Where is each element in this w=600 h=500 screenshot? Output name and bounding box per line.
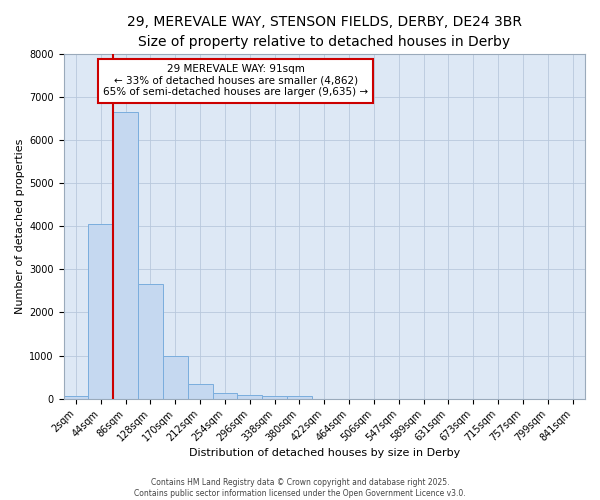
Text: Contains HM Land Registry data © Crown copyright and database right 2025.
Contai: Contains HM Land Registry data © Crown c…	[134, 478, 466, 498]
Bar	[113, 112, 138, 399]
Bar	[262, 396, 287, 398]
Y-axis label: Number of detached properties: Number of detached properties	[15, 138, 25, 314]
Title: 29, MEREVALE WAY, STENSON FIELDS, DERBY, DE24 3BR
Size of property relative to d: 29, MEREVALE WAY, STENSON FIELDS, DERBY,…	[127, 15, 522, 48]
Bar	[64, 396, 88, 398]
Text: 29 MEREVALE WAY: 91sqm
← 33% of detached houses are smaller (4,862)
65% of semi-: 29 MEREVALE WAY: 91sqm ← 33% of detached…	[103, 64, 368, 98]
Bar	[212, 394, 238, 398]
Bar	[238, 395, 262, 398]
Bar	[163, 356, 188, 399]
Bar	[88, 224, 113, 398]
Bar	[188, 384, 212, 398]
Bar	[138, 284, 163, 399]
X-axis label: Distribution of detached houses by size in Derby: Distribution of detached houses by size …	[188, 448, 460, 458]
Bar	[287, 396, 312, 398]
